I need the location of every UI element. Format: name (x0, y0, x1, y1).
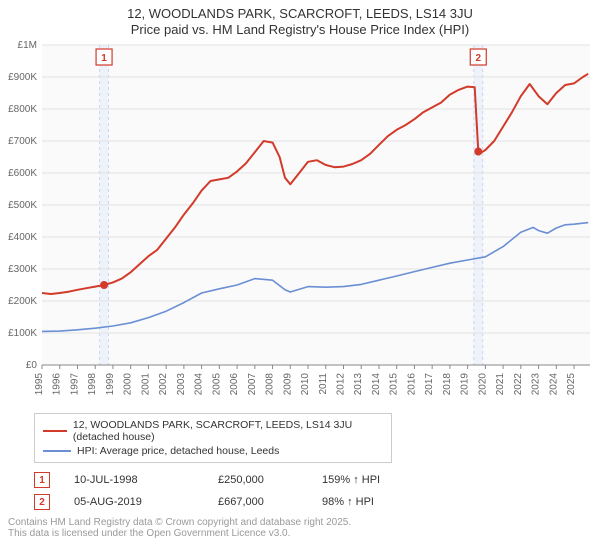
marker-badge: 2 (34, 494, 50, 510)
legend: 12, WOODLANDS PARK, SCARCROFT, LEEDS, LS… (34, 413, 392, 463)
y-tick-label: £1M (18, 40, 37, 51)
chart-container: 12, WOODLANDS PARK, SCARCROFT, LEEDS, LS… (0, 0, 600, 539)
x-tick-label: 2000 (123, 373, 134, 396)
x-tick-label: 2005 (211, 373, 222, 396)
y-tick-label: £300K (8, 264, 37, 275)
x-tick-label: 2007 (247, 373, 258, 396)
x-tick-label: 2025 (566, 373, 577, 396)
x-tick-label: 2018 (442, 373, 453, 396)
x-tick-label: 1999 (105, 373, 116, 396)
marker-badge: 1 (34, 472, 50, 488)
y-tick-label: £700K (8, 136, 37, 147)
x-tick-label: 2024 (548, 373, 559, 396)
x-tick-label: 1997 (69, 373, 80, 396)
marker-price: £667,000 (218, 496, 298, 508)
y-tick-label: £100K (8, 328, 37, 339)
event-badge-label: 2 (475, 53, 481, 64)
x-tick-label: 2004 (194, 373, 205, 396)
marker-date: 10-JUL-1998 (74, 474, 194, 486)
x-tick-label: 2017 (424, 373, 435, 396)
x-tick-label: 2020 (477, 373, 488, 396)
x-tick-label: 2001 (140, 373, 151, 396)
y-tick-label: £0 (26, 360, 38, 371)
series-marker (100, 281, 108, 289)
legend-swatch (43, 450, 71, 452)
x-tick-label: 2003 (176, 373, 187, 396)
x-tick-label: 2014 (371, 373, 382, 396)
marker-delta: 159% ↑ HPI (322, 474, 422, 486)
marker-date: 05-AUG-2019 (74, 496, 194, 508)
price-chart: £0 £100K £200K £300K £400K £500K £600K £700K £80… (0, 37, 600, 407)
x-tick-label: 2010 (300, 373, 311, 396)
chart-titles: 12, WOODLANDS PARK, SCARCROFT, LEEDS, LS… (0, 0, 600, 37)
title-subtitle: Price paid vs. HM Land Registry's House … (0, 22, 600, 37)
x-tick-label: 1998 (87, 373, 98, 396)
event-badge-label: 1 (101, 53, 107, 64)
x-tick-label: 2015 (389, 373, 400, 396)
x-tick-label: 2002 (158, 373, 169, 396)
x-tick-label: 2008 (265, 373, 276, 396)
marker-table: 1 10-JUL-1998 £250,000 159% ↑ HPI 2 05-AUG-20… (34, 469, 554, 513)
marker-row: 2 05-AUG-2019 £667,000 98% ↑ HPI (34, 491, 554, 513)
x-tick-label: 2006 (229, 373, 240, 396)
y-tick-label: £400K (8, 232, 37, 243)
y-tick-label: £800K (8, 104, 37, 115)
footer-line2: This data is licensed under the Open Gov… (8, 528, 592, 539)
y-tick-label: £200K (8, 296, 37, 307)
x-tick-label: 2021 (495, 373, 506, 396)
legend-row: 12, WOODLANDS PARK, SCARCROFT, LEEDS, LS… (43, 418, 383, 444)
title-address: 12, WOODLANDS PARK, SCARCROFT, LEEDS, LS… (0, 6, 600, 21)
x-tick-label: 2022 (513, 373, 524, 396)
x-tick-label: 2016 (406, 373, 417, 396)
legend-label: HPI: Average price, detached house, Leed… (77, 445, 279, 457)
x-tick-label: 2023 (531, 373, 542, 396)
legend-label: 12, WOODLANDS PARK, SCARCROFT, LEEDS, LS… (73, 419, 383, 443)
x-tick-label: 1995 (34, 373, 45, 396)
x-tick-label: 2012 (335, 373, 346, 396)
x-tick-label: 2013 (353, 373, 364, 396)
marker-delta: 98% ↑ HPI (322, 496, 422, 508)
x-tick-label: 2019 (460, 373, 471, 396)
legend-row: HPI: Average price, detached house, Leed… (43, 444, 383, 458)
marker-row: 1 10-JUL-1998 £250,000 159% ↑ HPI (34, 469, 554, 491)
x-tick-label: 2009 (282, 373, 293, 396)
footer: Contains HM Land Registry data © Crown c… (8, 517, 592, 539)
x-tick-label: 1996 (52, 373, 63, 396)
x-tick-label: 2011 (318, 373, 329, 395)
marker-price: £250,000 (218, 474, 298, 486)
legend-swatch (43, 430, 67, 432)
y-tick-label: £900K (8, 72, 37, 83)
footer-line1: Contains HM Land Registry data © Crown c… (8, 517, 592, 528)
series-marker (474, 148, 482, 156)
y-tick-label: £500K (8, 200, 37, 211)
y-tick-label: £600K (8, 168, 37, 179)
